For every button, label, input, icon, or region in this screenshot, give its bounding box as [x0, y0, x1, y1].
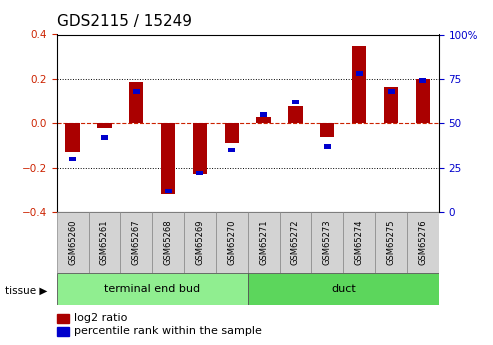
FancyBboxPatch shape [343, 212, 375, 273]
Text: GSM65268: GSM65268 [164, 219, 173, 265]
Text: GSM65275: GSM65275 [387, 220, 395, 265]
Bar [66, 124, 80, 152]
Bar [101, 135, 108, 140]
FancyBboxPatch shape [152, 212, 184, 273]
FancyBboxPatch shape [120, 212, 152, 273]
FancyBboxPatch shape [247, 212, 280, 273]
Bar [133, 89, 140, 93]
Bar [355, 71, 363, 76]
Bar [260, 112, 267, 117]
Bar [97, 124, 111, 128]
Bar [225, 124, 239, 143]
FancyBboxPatch shape [184, 212, 216, 273]
Bar [352, 46, 366, 124]
Bar [69, 157, 76, 161]
Bar [165, 189, 172, 193]
FancyBboxPatch shape [280, 212, 312, 273]
FancyBboxPatch shape [57, 212, 89, 273]
FancyBboxPatch shape [89, 212, 120, 273]
Text: tissue ▶: tissue ▶ [5, 286, 47, 295]
Bar [416, 79, 430, 124]
Bar [57, 327, 69, 336]
Bar [57, 314, 69, 323]
Text: GSM65260: GSM65260 [68, 220, 77, 265]
Text: GSM65270: GSM65270 [227, 220, 236, 265]
FancyBboxPatch shape [216, 212, 247, 273]
Bar [292, 100, 299, 104]
Bar [256, 117, 271, 124]
FancyBboxPatch shape [407, 212, 439, 273]
Bar [384, 87, 398, 124]
Bar [288, 106, 303, 124]
Text: GSM65271: GSM65271 [259, 220, 268, 265]
Bar [161, 124, 176, 195]
FancyBboxPatch shape [312, 212, 343, 273]
Text: GSM65273: GSM65273 [323, 219, 332, 265]
Text: GSM65261: GSM65261 [100, 220, 109, 265]
Bar [324, 144, 331, 149]
Text: GSM65272: GSM65272 [291, 220, 300, 265]
Bar [420, 78, 426, 83]
Text: GSM65276: GSM65276 [419, 219, 427, 265]
Text: duct: duct [331, 284, 355, 294]
Bar [228, 148, 235, 152]
FancyBboxPatch shape [57, 273, 247, 305]
Bar [197, 171, 204, 175]
Bar [320, 124, 334, 137]
FancyBboxPatch shape [247, 273, 439, 305]
Text: GSM65274: GSM65274 [354, 220, 364, 265]
Text: percentile rank within the sample: percentile rank within the sample [74, 326, 262, 336]
Bar [387, 89, 394, 93]
Text: log2 ratio: log2 ratio [74, 313, 127, 323]
Text: GDS2115 / 15249: GDS2115 / 15249 [57, 14, 192, 29]
Text: terminal end bud: terminal end bud [104, 284, 200, 294]
FancyBboxPatch shape [375, 212, 407, 273]
Text: GSM65269: GSM65269 [195, 220, 205, 265]
Bar [129, 82, 143, 124]
Text: GSM65267: GSM65267 [132, 219, 141, 265]
Bar [193, 124, 207, 175]
